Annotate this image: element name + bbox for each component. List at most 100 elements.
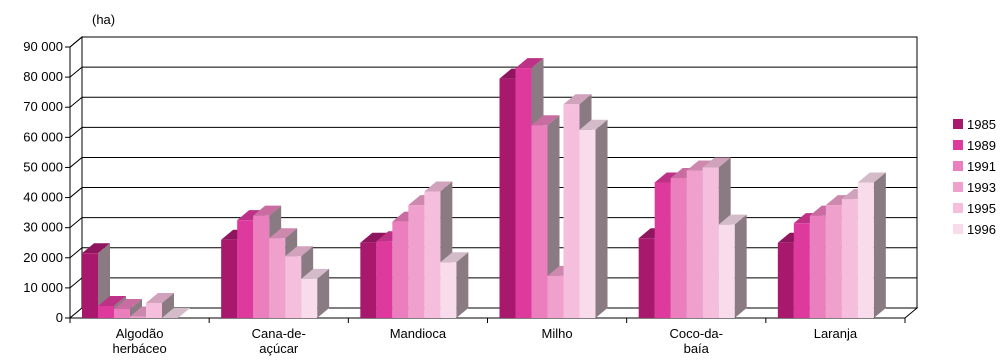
y-tick-label: 40 000 [23,190,63,205]
grid-line [69,126,917,138]
bar-top [563,94,592,105]
y-tick-label: 80 000 [23,69,63,84]
bar-side [317,268,330,318]
legend-label: 1991 [967,159,996,174]
bar-front [392,221,409,318]
y-tick-label: 20 000 [23,250,63,265]
bar [301,268,330,318]
grid-line [69,66,917,78]
legend-swatch [953,140,963,150]
grid-line [69,187,917,198]
bar-front [82,253,98,318]
grid-line [69,217,917,229]
bar-side [734,214,747,318]
bar-front [130,316,146,318]
legend-label: 1995 [967,201,996,216]
bar-top [531,115,560,126]
bar-top [424,181,453,192]
bar-front [686,170,703,318]
bars [82,58,886,319]
y-tick-label: 50 000 [23,159,63,174]
bar-front [424,191,441,318]
bar-top [579,119,608,130]
bar-top [515,58,544,69]
y-unit-label: (ha) [92,12,115,27]
bar-top [857,172,886,183]
bar-top [440,252,469,263]
grid-line [69,156,917,168]
bar-front [285,256,302,318]
bar [146,292,174,318]
bar-top [285,246,314,257]
bar-top [98,295,126,306]
bar [718,214,747,318]
bar [162,308,190,318]
category-label: Algodão herbáceo [112,326,166,356]
bar-front [777,242,794,318]
legend-swatch [953,161,963,171]
bar-side [162,292,174,318]
y-tick-label: 0 [56,310,63,325]
bar-front [114,308,130,318]
bar-front [531,125,548,319]
side-wall [69,35,83,320]
legend: 1985 1989 1991 1993 1995 1996 [953,117,996,237]
bar [82,243,110,318]
category-label: Cana-de-açúcar [252,326,306,356]
bar-front [793,223,810,318]
category-label: Mandioca [390,326,447,341]
legend-swatch [953,182,963,192]
bar-front [515,68,532,318]
bar-front [563,104,580,318]
bar-front [376,241,393,318]
bar-top [269,228,298,239]
grid-line [69,96,917,108]
legend-item: 1989 [953,138,996,153]
bar-front [638,238,655,318]
bar-top [253,205,282,216]
bar-front [825,205,842,318]
bar-front [718,224,735,318]
bar-front [146,302,162,318]
bar-front [269,238,286,318]
y-tick-label: 70 000 [23,99,63,114]
bar-front [841,199,858,318]
bar-front [670,177,687,318]
legend-label: 1989 [967,138,996,153]
bar-top [702,157,731,168]
bar-top [146,292,174,303]
legend-item: 1996 [953,222,996,237]
legend-swatch [953,224,963,234]
bar [440,252,469,318]
y-tick-label: 60 000 [23,129,63,144]
bar-side [595,119,608,318]
bar-front [579,129,596,318]
y-tick-label: 10 000 [23,280,63,295]
category-label: Laranja [814,326,858,341]
bar-side [456,252,469,318]
bar [531,115,560,319]
y-tick-labels: 0 10 000 20 000 30 000 40 000 50 000 60 000 70 … [23,39,63,325]
bar-front [237,220,254,318]
bar-front [857,182,874,318]
legend-label: 1985 [967,117,996,132]
legend-item: 1995 [953,201,996,216]
bar-top [686,160,715,171]
bar [114,298,142,318]
bar [579,119,608,318]
bar [857,172,886,318]
axes [65,46,906,323]
legend-swatch [953,119,963,129]
bar-front [98,305,114,318]
bar-side [547,115,560,319]
bar-top [360,232,389,243]
category-label: Coco-da-baía [670,326,723,356]
category-label: Milho [542,326,573,341]
bar-front [301,278,318,318]
legend-item: 1985 [953,117,996,132]
legend-item: 1993 [953,180,996,195]
bar-top [162,308,190,318]
y-tick-label: 30 000 [23,220,63,235]
bar-front [499,78,516,318]
